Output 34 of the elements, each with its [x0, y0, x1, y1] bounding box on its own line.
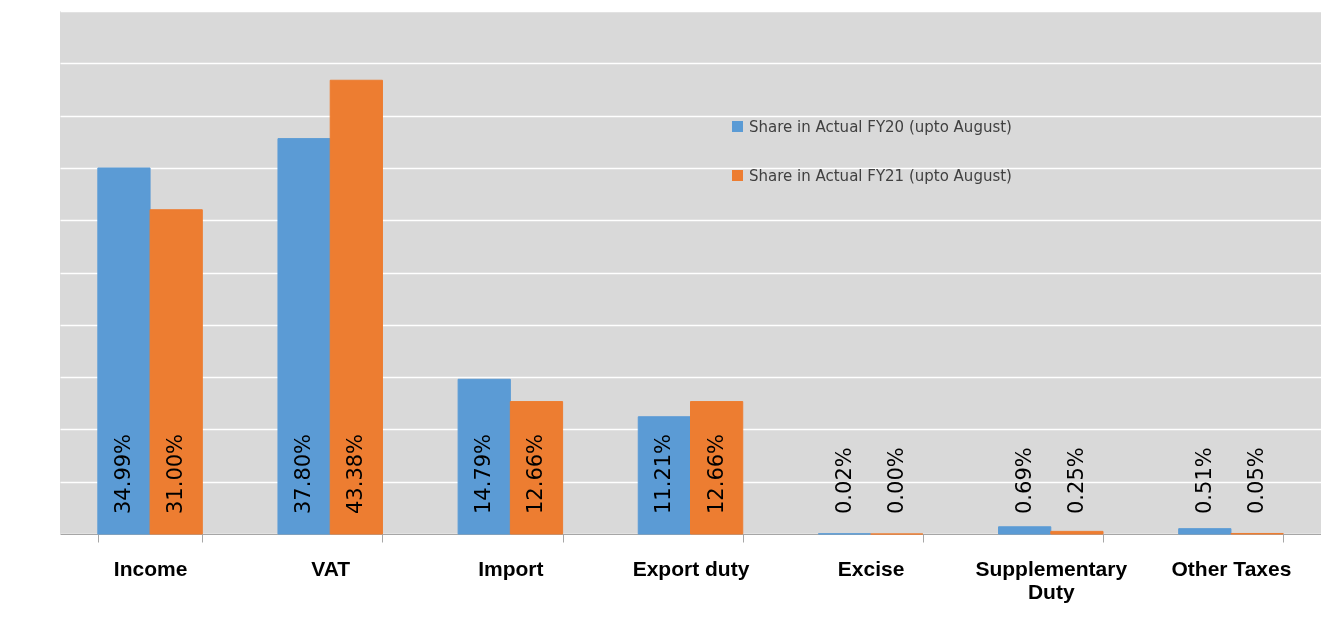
bar [277, 138, 331, 535]
data-label: 34.99% [110, 433, 135, 514]
x-tick-label: Import [478, 556, 544, 580]
x-tick-label: Export duty [632, 556, 750, 580]
data-label: 0.02% [831, 447, 856, 514]
bar [998, 526, 1052, 535]
bar [637, 416, 691, 535]
bar [457, 378, 511, 535]
x-tick-label: Income [113, 556, 188, 580]
data-label: 43.38% [343, 433, 368, 514]
data-label: 0.51% [1191, 447, 1216, 514]
bar [97, 167, 151, 535]
data-label: 0.00% [883, 447, 908, 514]
bar [509, 401, 564, 535]
data-label: 0.69% [1011, 447, 1036, 514]
bar [1050, 530, 1104, 535]
bar [329, 79, 383, 535]
data-label: 0.25% [1063, 447, 1088, 514]
data-label: 14.79% [471, 433, 496, 514]
bar [1178, 528, 1232, 535]
data-label: 31.00% [163, 433, 188, 514]
data-label: 12.66% [703, 433, 728, 514]
data-label: 11.21% [651, 433, 676, 514]
x-tick-label: VAT [311, 556, 351, 580]
data-label: 12.66% [523, 433, 548, 514]
bar [149, 209, 203, 535]
x-tick-label: Other Taxes [1171, 556, 1292, 580]
legend-label: Share in Actual FY20 (upto August) [749, 117, 1012, 136]
x-tick-label: Excise [837, 556, 905, 580]
x-tick-label: Supplementary Duty [975, 556, 1128, 603]
data-label: 37.80% [291, 433, 316, 514]
legend-label: Share in Actual FY21 (upto August) [749, 166, 1012, 185]
data-label: 0.05% [1244, 447, 1269, 514]
bar [690, 401, 744, 535]
